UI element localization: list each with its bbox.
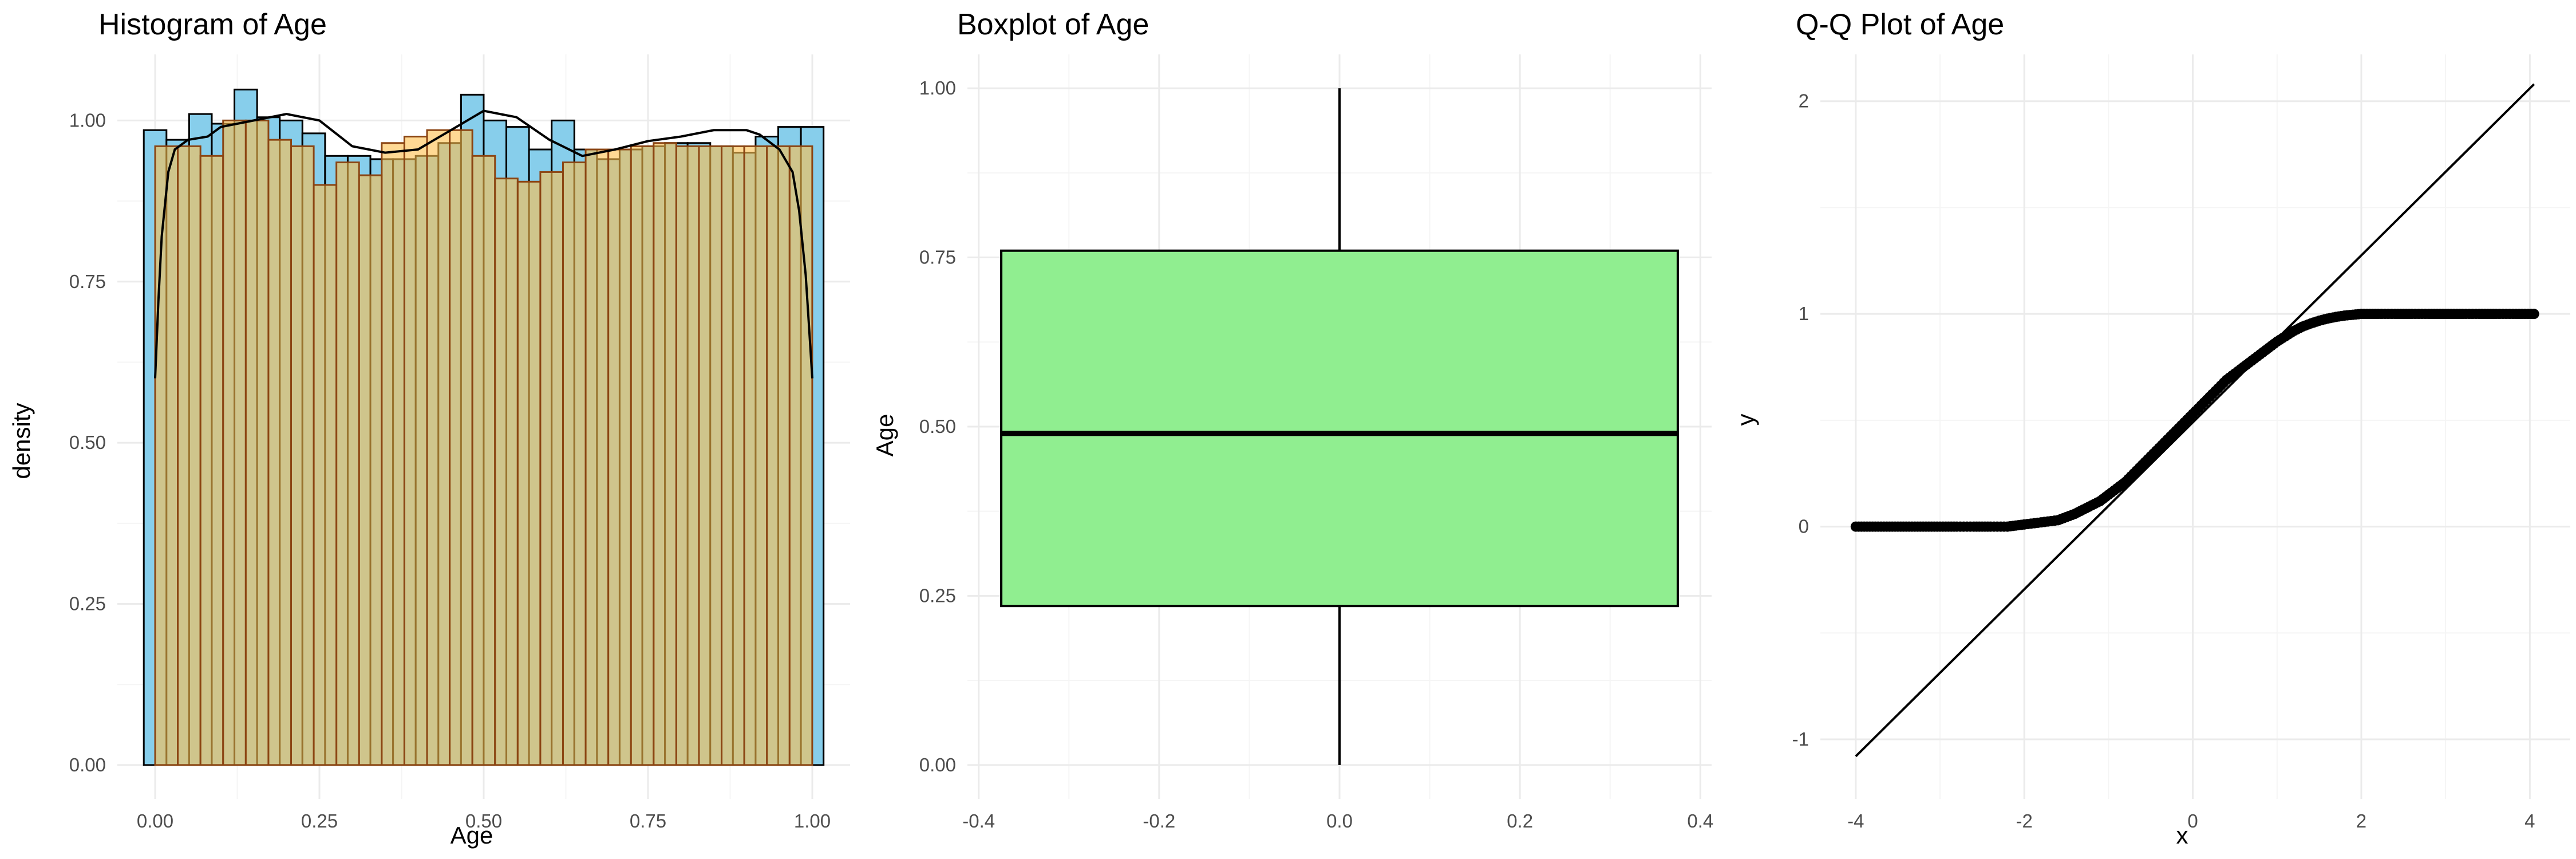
overlay-bar	[743, 145, 768, 766]
overlay-bar	[244, 119, 270, 766]
reference-line	[1855, 83, 2535, 758]
qq-panel: Q-Q Plot of Age -4 -2 0 2 4 -1 0 1 2 x y	[1732, 8, 2570, 849]
overlay-bar	[721, 145, 745, 766]
overlay-bar	[449, 129, 473, 766]
overlay-bar	[426, 129, 451, 766]
x-tick-label: 4	[2524, 810, 2535, 832]
y-tick-label: 1	[1799, 303, 1809, 324]
overlay-bar	[199, 155, 224, 766]
overlay-bar	[562, 161, 587, 766]
overlay-bar	[177, 145, 202, 766]
y-axis-label: Age	[871, 414, 898, 457]
x-tick-label: 0.0	[1326, 810, 1353, 832]
y-tick-label: 0.00	[919, 754, 956, 775]
y-tick-label: 2	[1799, 90, 1809, 112]
overlay-bar	[267, 139, 293, 766]
y-tick-label: -1	[1792, 728, 1809, 750]
y-axis-ticks: -1 0 1 2	[1792, 90, 1809, 750]
overlay-bar	[403, 136, 428, 766]
x-tick-label: 0.75	[630, 810, 666, 832]
chart-title: Boxplot of Age	[957, 8, 1149, 41]
qq-points	[1850, 309, 2539, 532]
overlay-bar	[358, 174, 383, 766]
overlay-bar	[381, 142, 405, 766]
overlay-bar	[653, 142, 677, 766]
overlay-bar	[154, 145, 179, 766]
x-tick-label: -0.4	[962, 810, 995, 832]
x-tick-label: 0.2	[1507, 810, 1533, 832]
y-axis-label: density	[8, 403, 35, 479]
overlay-bar	[539, 171, 564, 766]
y-axis-label: y	[1732, 414, 1759, 426]
y-tick-label: 0.50	[919, 416, 956, 437]
y-tick-label: 0.50	[69, 432, 106, 453]
y-tick-label: 0.25	[919, 585, 956, 606]
histogram-panel: Histogram of Age 0.00 0.25 0.50 0.75 1.00 0.…	[8, 8, 850, 849]
x-tick-label: -0.2	[1143, 810, 1175, 832]
y-tick-label: 0.75	[69, 271, 106, 292]
y-tick-label: 0.75	[919, 247, 956, 268]
x-tick-label: -2	[2016, 810, 2033, 832]
overlay-bar	[630, 145, 655, 766]
overlay-bar	[584, 148, 610, 766]
x-axis-ticks: -4 -2 0 2 4	[1847, 810, 2535, 832]
chart-title: Q-Q Plot of Age	[1796, 8, 2004, 41]
boxplot-panel: Boxplot of Age -0.4 -0.2 0.0 0.2 0.4 0.00 0.2…	[871, 8, 1713, 832]
y-tick-label: 0.25	[69, 593, 106, 614]
box	[1000, 249, 1679, 608]
grid	[1820, 54, 2570, 799]
x-tick-label: 0.4	[1687, 810, 1713, 832]
y-tick-label: 1.00	[919, 77, 956, 98]
overlay-bar	[607, 148, 632, 766]
overlay-bar	[516, 180, 542, 766]
x-axis-ticks: -0.4 -0.2 0.0 0.2 0.4	[962, 810, 1713, 832]
overlay-bar	[313, 184, 338, 766]
overlay-bar	[766, 145, 791, 766]
y-tick-label: 0	[1799, 516, 1809, 537]
overlay-bar	[290, 145, 315, 766]
y-tick-label: 1.00	[69, 109, 106, 131]
overlay-bar	[675, 145, 700, 766]
y-axis-ticks: 0.00 0.25 0.50 0.75 1.00	[919, 77, 956, 775]
overlay-histogram-bars	[154, 119, 813, 766]
x-axis-label: Age	[451, 822, 493, 849]
overlay-bar	[788, 145, 813, 766]
overlay-bar	[494, 178, 519, 766]
overlay-bar	[335, 161, 360, 766]
qq-point	[2528, 309, 2539, 320]
density-curve	[154, 109, 813, 379]
y-tick-label: 0.00	[69, 754, 106, 775]
y-axis-ticks: 0.00 0.25 0.50 0.75 1.00	[69, 109, 106, 775]
chart-title: Histogram of Age	[98, 8, 327, 41]
x-tick-label: 0	[2187, 810, 2198, 832]
x-tick-label: 1.00	[794, 810, 831, 832]
overlay-bar	[471, 155, 496, 766]
x-tick-label: 0.25	[301, 810, 338, 832]
x-axis-label: x	[2176, 822, 2188, 849]
x-tick-label: 0.00	[137, 810, 173, 832]
x-axis-ticks: 0.00 0.25 0.50 0.75 1.00	[137, 810, 831, 832]
overlay-bar	[698, 145, 723, 766]
x-tick-label: 0.50	[465, 810, 502, 832]
overlay-bar	[222, 119, 247, 766]
x-tick-label: -4	[1847, 810, 1864, 832]
x-tick-label: 2	[2356, 810, 2366, 832]
